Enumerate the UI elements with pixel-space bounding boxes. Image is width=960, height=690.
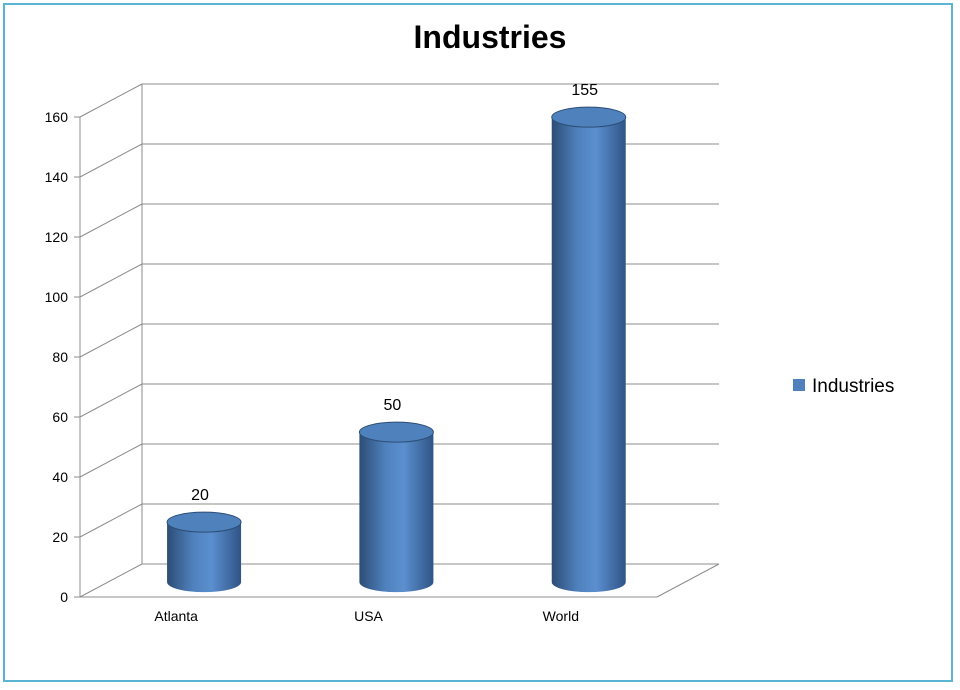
gridline-diagonal	[79, 383, 143, 418]
bar	[551, 106, 627, 593]
bar-top	[358, 421, 434, 443]
data-labels: 20 50 155	[191, 82, 598, 504]
legend: Industries	[793, 376, 894, 397]
data-label: 20	[191, 487, 209, 504]
y-tick-label: 120	[45, 229, 69, 245]
gridline-diagonal	[79, 503, 143, 538]
bar-body	[359, 432, 434, 593]
data-label: 155	[571, 82, 598, 99]
chart-title: Industries	[414, 19, 567, 55]
bar	[166, 511, 242, 593]
x-axis-categories: Atlanta USA World	[154, 608, 579, 624]
y-tick-label: 60	[52, 409, 68, 425]
bar-top	[551, 106, 627, 128]
x-category-label: Atlanta	[154, 608, 198, 624]
gridline-diagonal	[79, 443, 143, 478]
bars	[166, 106, 627, 593]
legend-label: Industries	[812, 376, 894, 397]
gridline-diagonal	[79, 203, 143, 238]
bar	[358, 421, 434, 593]
chart-frame	[3, 3, 953, 682]
y-tick-label: 140	[45, 169, 69, 185]
y-tick-label: 80	[52, 349, 68, 365]
gridline-diagonal	[79, 323, 143, 358]
floor-right-edge	[656, 563, 720, 598]
gridline-diagonal	[79, 143, 143, 178]
y-tick-label: 160	[45, 109, 69, 125]
y-axis-ticks: 0 20 40 60 80 100 120 140 160	[45, 109, 80, 605]
bar-body	[551, 117, 626, 593]
y-tick-label: 40	[52, 469, 68, 485]
y-tick-label: 20	[52, 529, 68, 545]
gridline-diagonal	[79, 263, 143, 298]
y-tick-label: 0	[60, 589, 68, 605]
gridline-diagonal	[79, 83, 143, 118]
x-category-label: World	[543, 608, 579, 624]
bar-top	[166, 511, 242, 533]
legend-swatch	[793, 379, 805, 391]
y-tick-label: 100	[45, 289, 69, 305]
x-category-label: USA	[354, 608, 383, 624]
gridline-diagonal	[79, 563, 143, 598]
data-label: 50	[384, 397, 402, 414]
bar-body	[167, 522, 242, 593]
